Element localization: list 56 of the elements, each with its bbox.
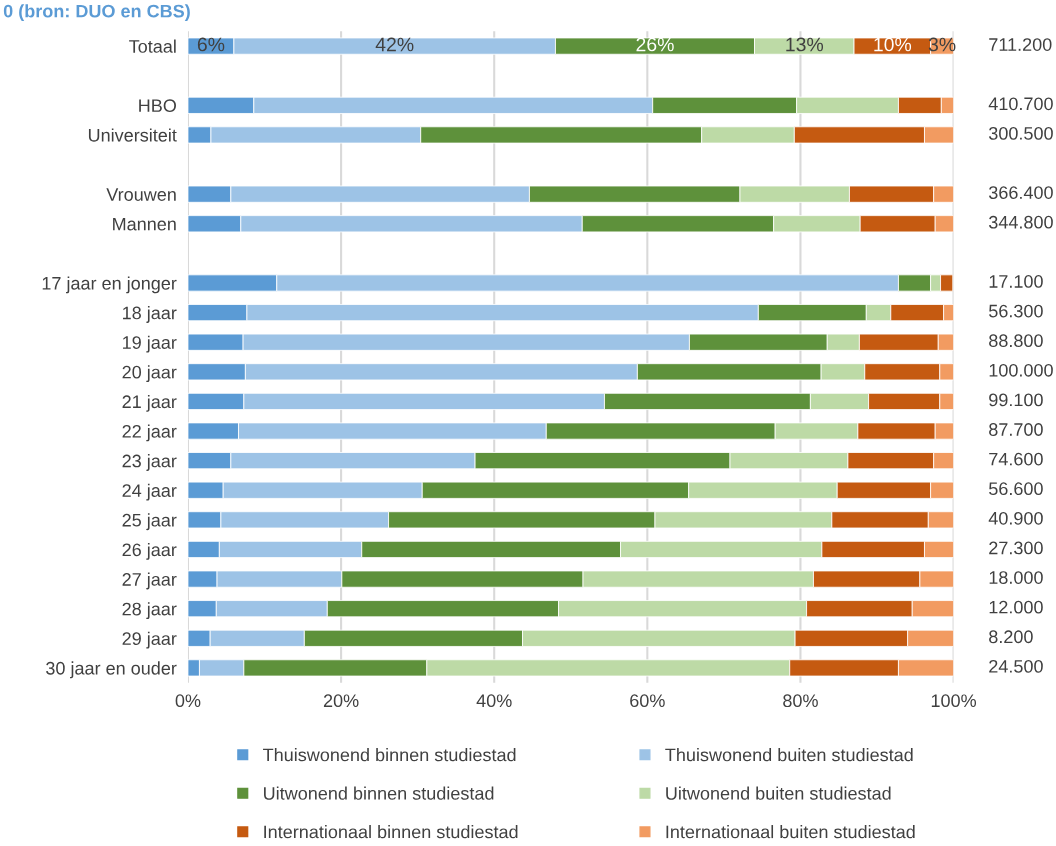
x-tick-label: 80% <box>783 694 818 708</box>
text: 8.200 <box>989 630 1033 644</box>
y-tick-label: HBO <box>139 99 176 113</box>
data-label: 10% <box>874 37 912 52</box>
data-label: 13% <box>786 37 824 52</box>
y-tick-label: 27 jaar <box>122 572 177 590</box>
y-tick-label: Totaal <box>129 39 176 53</box>
text: 24.500 <box>989 659 1043 673</box>
legend-label: Thuiswonend binnen studiestad <box>263 748 516 762</box>
text: 56.600 <box>989 482 1043 496</box>
text: 27.300 <box>989 541 1043 555</box>
y-tick-label: 24 jaar <box>122 483 177 501</box>
text: 88.800 <box>989 334 1043 348</box>
y-tick-label: Vrouwen <box>106 188 176 201</box>
y-tick-label: 28 jaar <box>122 602 177 619</box>
legend-label: Uitwonend binnen studiestad <box>264 786 494 800</box>
x-tick-label: 40% <box>476 694 512 708</box>
y-tick-label: Mannen <box>113 217 176 231</box>
text: 100.000 <box>989 363 1053 377</box>
data-label: 26% <box>636 37 674 52</box>
legend-label: Internationaal binnen studiestad <box>264 825 518 839</box>
text: 99.100 <box>989 393 1043 407</box>
chart-title: 0 (bron: DUO en CBS) <box>3 4 190 22</box>
y-tick-label: 30 jaar en ouder <box>46 661 177 679</box>
text: 74.600 <box>989 452 1043 466</box>
legend-label: Uitwonend buiten studiestad <box>666 786 891 800</box>
y-tick-label: 21 jaar <box>122 394 177 412</box>
y-tick-label: 29 jaar <box>122 631 177 649</box>
y-tick-label: 20 jaar <box>122 365 177 383</box>
x-tick-label: 60% <box>630 694 665 708</box>
text: 18.000 <box>989 571 1043 584</box>
y-tick-label: 26 jaar <box>122 542 177 560</box>
y-tick-label: 22 jaar <box>122 424 177 442</box>
text: 56.300 <box>989 304 1043 318</box>
data-label: 42% <box>375 37 414 52</box>
y-tick-label: Universiteit <box>88 128 177 142</box>
data-label: 6% <box>197 37 225 52</box>
y-tick-label: 18 jaar <box>123 306 177 323</box>
text: 344.800 <box>988 215 1053 229</box>
text: 12.000 <box>989 600 1043 614</box>
text: 366.400 <box>988 186 1053 199</box>
text: 300.500 <box>988 127 1053 140</box>
text: 17.100 <box>989 275 1043 288</box>
text: 410.700 <box>988 97 1053 111</box>
legend-label: Internationaal buiten studiestad <box>666 825 915 839</box>
x-tick-label: 20% <box>323 694 359 708</box>
x-tick-label: 100% <box>931 694 977 708</box>
y-tick-label: 25 jaar <box>122 513 177 531</box>
text: 711.200 <box>989 38 1052 51</box>
x-tick-label: 0% <box>175 694 201 708</box>
y-tick-label: 17 jaar en jonger <box>42 276 177 294</box>
legend-label: Thuiswonend buiten studiestad <box>665 748 913 762</box>
text: 40.900 <box>988 511 1043 525</box>
y-tick-label: 23 jaar <box>122 454 177 471</box>
text: 87.700 <box>989 423 1043 436</box>
y-tick-label: 19 jaar <box>123 335 177 353</box>
